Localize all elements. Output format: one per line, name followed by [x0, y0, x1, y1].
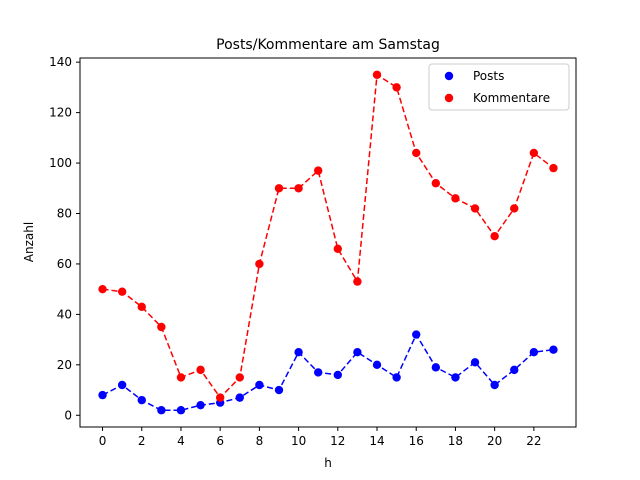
x-tick-label: 2	[138, 434, 146, 448]
y-tick-label: 140	[49, 55, 72, 69]
data-point-kommentare	[549, 163, 558, 173]
data-point-posts	[490, 380, 499, 390]
data-point-kommentare	[372, 70, 382, 79]
data-point-kommentare	[412, 148, 421, 158]
data-point-kommentare	[470, 204, 480, 213]
x-tick-label: 16	[409, 434, 424, 448]
data-point-kommentare	[157, 322, 166, 332]
data-point-kommentare	[510, 204, 519, 213]
data-point-posts	[412, 330, 421, 339]
x-tick-label: 22	[526, 434, 541, 448]
data-point-kommentare	[313, 166, 323, 175]
data-point-posts	[313, 368, 323, 377]
data-point-posts	[157, 406, 166, 415]
data-point-posts	[98, 390, 107, 400]
data-point-posts	[274, 385, 284, 395]
x-axis-label: h	[324, 456, 332, 470]
data-point-posts	[353, 348, 362, 357]
data-point-kommentare	[333, 244, 343, 254]
legend-marker-kommentare	[444, 93, 454, 103]
x-tick-label: 10	[291, 434, 306, 448]
data-point-kommentare	[255, 259, 264, 269]
x-tick-label: 12	[330, 434, 345, 448]
data-point-kommentare	[490, 231, 499, 241]
data-point-posts	[294, 348, 303, 357]
data-point-posts	[255, 380, 264, 390]
data-point-kommentare	[431, 179, 441, 188]
data-point-kommentare	[529, 148, 539, 158]
x-tick-label: 18	[448, 434, 463, 448]
y-tick-label: 40	[57, 307, 72, 321]
data-point-posts	[470, 358, 480, 367]
data-point-kommentare	[353, 277, 362, 286]
legend-box	[428, 63, 570, 111]
y-tick-label: 20	[57, 358, 72, 372]
data-point-kommentare	[274, 184, 284, 193]
legend-label: Posts	[473, 69, 504, 83]
data-point-kommentare	[98, 284, 107, 294]
plot-area	[79, 57, 577, 428]
data-point-posts	[372, 360, 382, 370]
data-point-posts	[451, 373, 460, 382]
data-point-posts	[333, 370, 343, 380]
series-layer	[98, 70, 558, 415]
data-point-kommentare	[451, 194, 460, 203]
y-tick-label: 80	[57, 206, 72, 220]
x-tick-label: 8	[256, 434, 264, 448]
data-point-kommentare	[137, 302, 146, 312]
x-tick-label: 20	[487, 434, 502, 448]
data-point-posts	[431, 363, 441, 372]
legend: Posts Kommentare	[428, 63, 570, 111]
data-point-posts	[392, 373, 401, 382]
y-tick-label: 60	[57, 257, 72, 271]
data-point-posts	[549, 345, 558, 354]
x-tick-label: 0	[99, 434, 107, 448]
data-point-kommentare	[196, 365, 205, 375]
y-tick-label: 0	[64, 408, 72, 422]
data-point-kommentare	[235, 373, 244, 382]
x-tick-label: 14	[369, 434, 384, 448]
data-point-posts	[196, 400, 205, 410]
legend-marker-posts	[444, 71, 454, 81]
data-point-posts	[117, 380, 127, 390]
data-point-posts	[176, 406, 186, 415]
x-tick-label: 4	[177, 434, 185, 448]
y-tick-label: 120	[49, 106, 72, 120]
y-tick-label: 100	[49, 156, 72, 170]
y-axis: 0 20 40 60 80 100 120 140	[49, 55, 80, 422]
y-axis-label: Anzahl	[22, 222, 36, 262]
x-tick-label: 6	[216, 434, 224, 448]
data-point-posts	[235, 393, 244, 402]
data-point-kommentare	[294, 184, 303, 193]
x-axis: 0 2 4 6 8 10 12 14 16 18 20 22	[99, 427, 541, 448]
data-point-kommentare	[392, 83, 401, 92]
data-point-posts	[510, 365, 519, 375]
chart-title: Posts/Kommentare am Samstag	[216, 37, 440, 53]
data-point-kommentare	[176, 373, 186, 382]
series-line-kommentare	[102, 73, 554, 399]
data-point-kommentare	[117, 287, 127, 296]
data-point-kommentare	[215, 393, 225, 402]
data-point-posts	[529, 348, 539, 357]
data-point-posts	[137, 395, 146, 405]
legend-label: Kommentare	[473, 91, 550, 105]
